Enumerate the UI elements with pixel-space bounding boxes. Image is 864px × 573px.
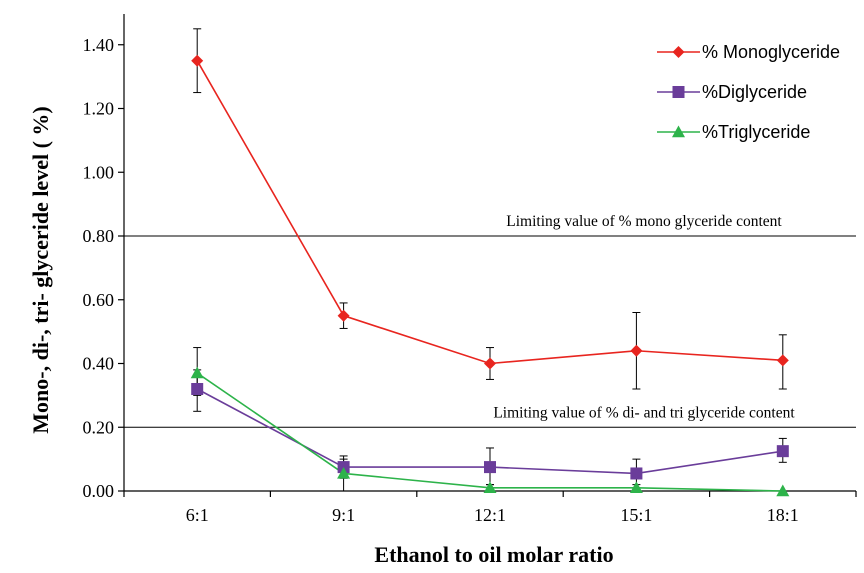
legend-label: %Triglyceride [702, 122, 810, 142]
data-point [191, 383, 204, 395]
legend-label: %Diglyceride [702, 82, 807, 102]
series-markers [190, 54, 790, 497]
series-lines [196, 60, 783, 492]
y-tick-label: 1.40 [83, 35, 115, 55]
legend-marker [672, 86, 685, 98]
reference-line-label: Limiting value of % di- and tri glycerid… [493, 404, 795, 421]
y-tick-label: 0.80 [83, 226, 115, 246]
data-point [776, 484, 790, 497]
y-tick-label: 0.40 [83, 354, 115, 374]
data-point [337, 466, 351, 479]
x-tick-label: 6:1 [186, 505, 209, 525]
reference-line-label: Limiting value of % mono glyceride conte… [506, 213, 782, 230]
data-point [190, 366, 204, 379]
chart-axes: 0.00 0.20 0.40 0.60 0.80 1.00 1.20 1.40 6:1 9:1 12… [83, 14, 857, 525]
x-tick-label: 15:1 [620, 505, 652, 525]
y-tick-label: 0.00 [83, 481, 115, 501]
data-point [630, 467, 643, 480]
data-point [484, 357, 496, 370]
legend-label: % Monoglyceride [702, 42, 840, 62]
data-point [191, 54, 204, 67]
data-point [776, 445, 789, 458]
legend-marker [672, 46, 685, 58]
legend-marker [672, 125, 685, 138]
data-point [629, 481, 643, 494]
reference-lines: Limiting value of % mono glyceride conte… [124, 213, 856, 428]
y-axis-title: Mono-, di-, tri- glyceride level ( %) [28, 106, 53, 433]
x-axis-title: Ethanol to oil molar ratio [374, 542, 613, 567]
data-point [484, 461, 496, 474]
data-point [776, 354, 789, 367]
x-tick-label: 12:1 [474, 505, 506, 525]
y-tick-label: 0.60 [83, 290, 115, 310]
legend: % Monoglyceride %Diglyceride %Triglyceride [657, 42, 840, 142]
y-tick-label: 1.00 [83, 162, 115, 182]
data-point [337, 309, 350, 322]
x-tick-label: 9:1 [332, 505, 355, 525]
x-tick-label: 18:1 [767, 505, 799, 525]
error-bars [193, 28, 787, 492]
data-point [483, 481, 497, 494]
data-point [630, 344, 643, 357]
y-tick-label: 1.20 [83, 99, 115, 119]
y-tick-label: 0.20 [83, 417, 115, 437]
